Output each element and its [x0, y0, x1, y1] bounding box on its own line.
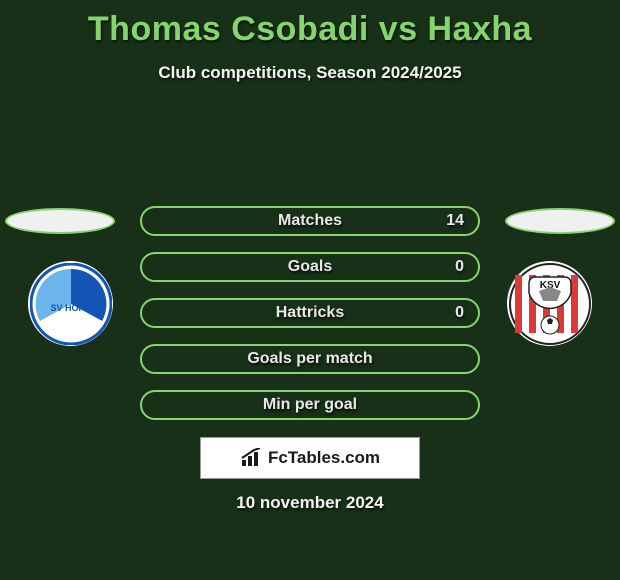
svg-text:SV HORN: SV HORN: [50, 303, 91, 313]
stat-label: Goals: [288, 258, 332, 276]
stat-label: Matches: [278, 212, 342, 230]
page-title: Thomas Csobadi vs Haxha: [0, 0, 620, 49]
player-photo-left: [5, 208, 115, 234]
stat-row-matches: Matches 14: [140, 206, 480, 236]
brand-label: FcTables.com: [268, 448, 380, 468]
stat-row-min-per-goal: Min per goal: [140, 390, 480, 420]
club-badge-right: KSV: [507, 261, 592, 346]
ksv-logo-icon: KSV: [509, 263, 591, 345]
stat-label: Hattricks: [276, 304, 344, 322]
sv-horn-logo-icon: SV HORN: [30, 263, 112, 345]
stat-row-goals: Goals 0: [140, 252, 480, 282]
stat-right-value: 0: [455, 304, 464, 322]
brand-watermark: FcTables.com: [200, 437, 420, 479]
chart-icon: [240, 448, 264, 468]
stat-row-hattricks: Hattricks 0: [140, 298, 480, 328]
stat-label: Min per goal: [263, 396, 357, 414]
stat-right-value: 0: [455, 258, 464, 276]
club-badge-left: SV HORN: [28, 261, 113, 346]
stat-row-goals-per-match: Goals per match: [140, 344, 480, 374]
player-photo-right: [505, 208, 615, 234]
page-subtitle: Club competitions, Season 2024/2025: [0, 63, 620, 83]
date-label: 10 november 2024: [0, 493, 620, 513]
stats-list: Matches 14 Goals 0 Hattricks 0 Goals per…: [140, 206, 480, 436]
stat-right-value: 14: [446, 212, 464, 230]
stat-label: Goals per match: [247, 350, 372, 368]
